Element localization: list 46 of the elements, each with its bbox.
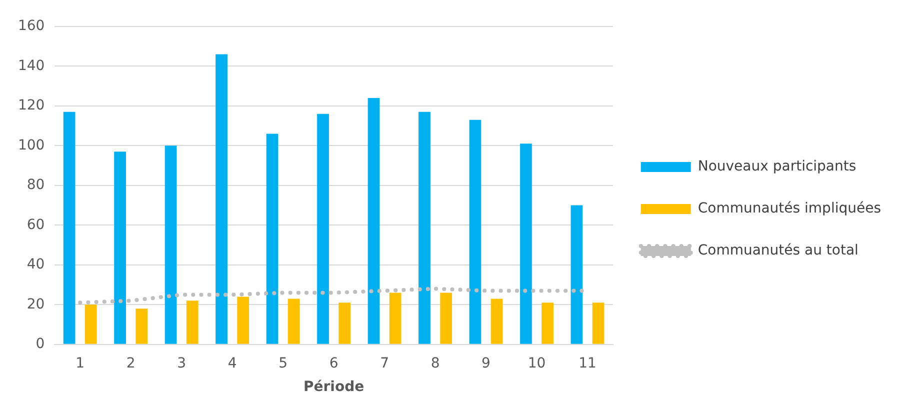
bar — [288, 298, 300, 344]
x-tick-label: 11 — [578, 355, 596, 372]
x-tick-label: 10 — [528, 355, 546, 372]
x-tick-label: 2 — [126, 355, 136, 372]
x-tick-label: 4 — [228, 355, 237, 372]
bar — [237, 296, 250, 344]
y-tick-label: 0 — [36, 336, 45, 352]
y-tick-label: 40 — [26, 256, 45, 273]
x-tick-label: 6 — [329, 355, 338, 372]
bar — [114, 152, 126, 344]
bar — [136, 308, 148, 344]
y-tick-label: 80 — [26, 177, 45, 194]
bar — [469, 120, 482, 344]
bar — [570, 205, 583, 344]
y-tick-label: 140 — [18, 58, 45, 74]
legend-label: Nouveaux participants — [698, 158, 856, 175]
y-tick-label: 120 — [18, 98, 45, 114]
x-tick-label: 7 — [380, 355, 389, 372]
y-tick-label: 160 — [18, 18, 45, 34]
bar — [338, 302, 351, 344]
y-tick-label: 20 — [26, 296, 45, 312]
bar — [542, 302, 554, 344]
bar — [317, 114, 329, 344]
y-tick-label: 60 — [26, 216, 45, 233]
bar — [368, 98, 380, 344]
bar — [490, 298, 503, 344]
bar — [440, 292, 452, 344]
bar — [164, 146, 177, 344]
x-tick-label: 8 — [430, 355, 440, 372]
bar — [63, 112, 76, 344]
x-tick-label: 9 — [482, 355, 490, 372]
bar — [592, 302, 604, 344]
bar — [389, 292, 402, 344]
x-tick-label: 1 — [76, 355, 85, 372]
bar — [520, 144, 532, 344]
bar — [266, 134, 278, 344]
bar — [84, 304, 97, 344]
x-tick-label: 5 — [278, 355, 288, 372]
legend-label: Communautés impliquées — [698, 200, 882, 217]
bar — [216, 54, 228, 344]
x-axis-title: Période — [303, 379, 364, 396]
y-tick-label: 100 — [18, 137, 45, 154]
legend-label: Commuanutés au total — [698, 242, 858, 259]
bar — [418, 112, 430, 344]
x-tick-label: 3 — [177, 355, 186, 372]
bar — [186, 300, 198, 344]
